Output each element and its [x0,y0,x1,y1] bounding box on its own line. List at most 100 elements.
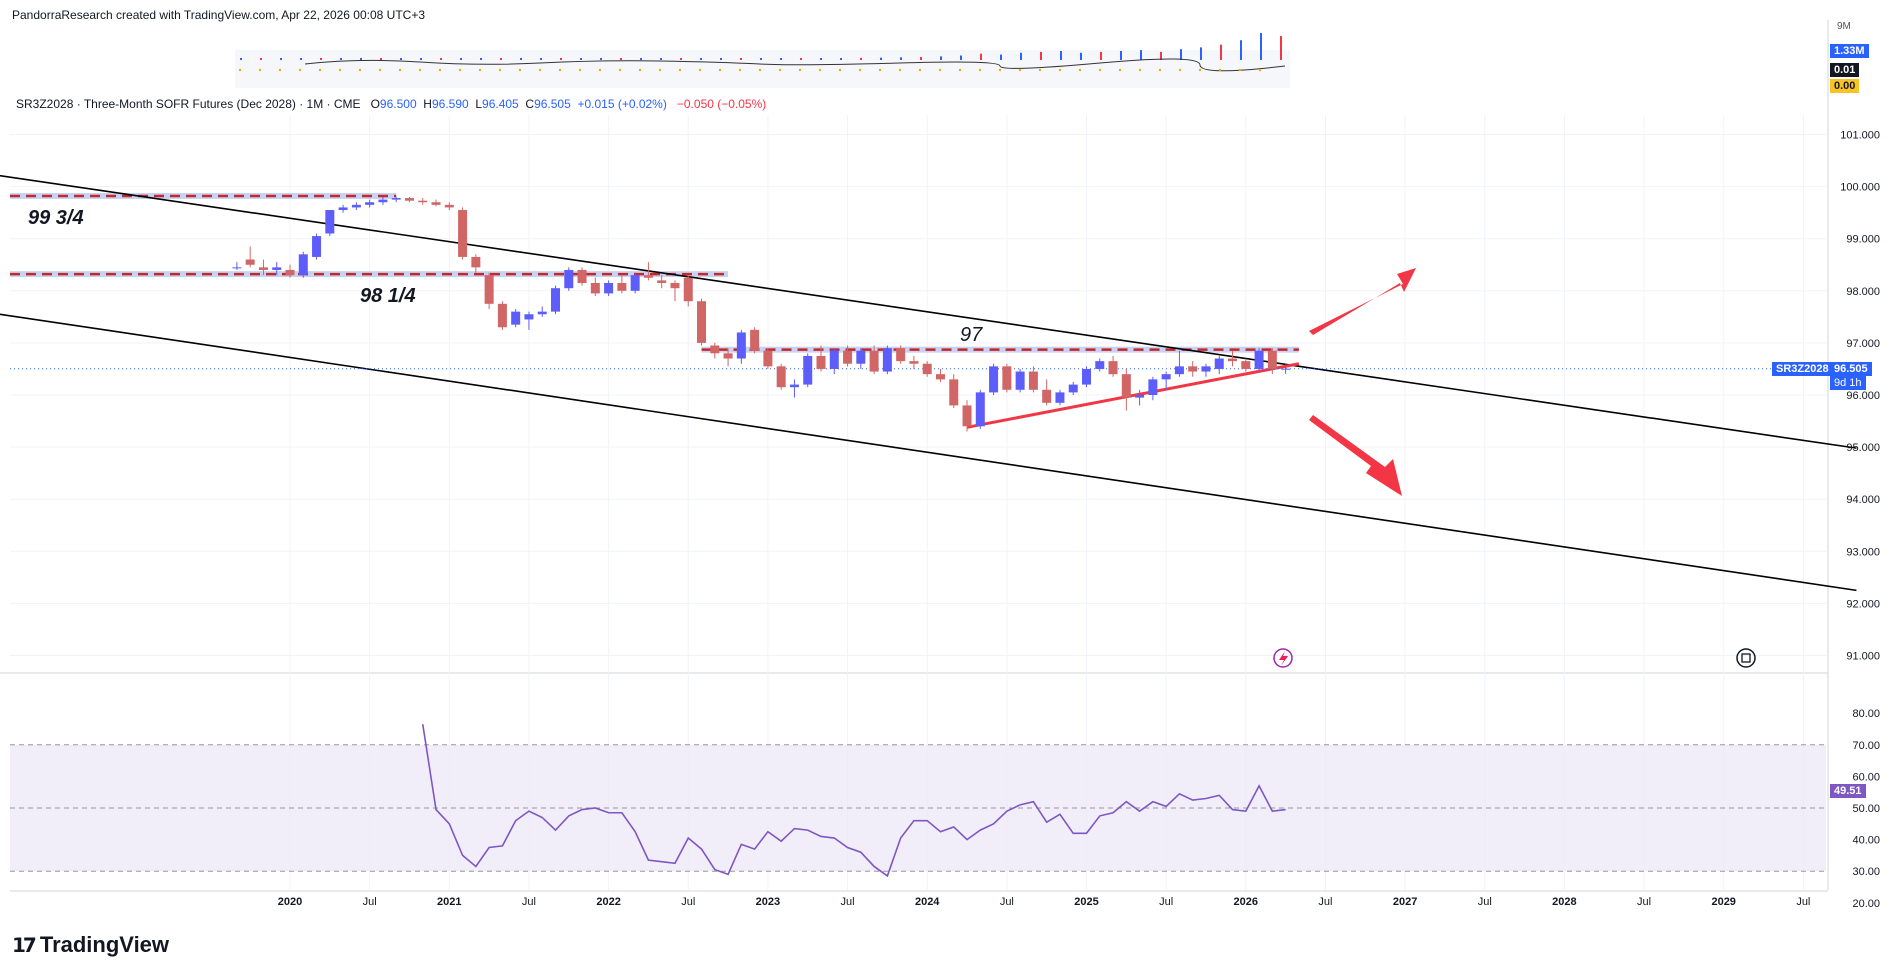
candle-body [577,269,587,283]
tradingview-brand: TradingView [39,932,170,957]
candle-body [829,350,839,369]
volume-dot [998,68,1002,72]
symbol-price-tag[interactable]: SR3Z2028 [1772,362,1833,376]
time-tick-label: Jul [1318,896,1332,908]
candle-body [1002,366,1012,390]
volume-bar [1160,51,1162,60]
volume-bar [1080,52,1082,60]
volume-dot [638,68,642,72]
time-axis[interactable]: 2020 Jul 2021 Jul 2022 Jul 2023 Jul 2024 Jul 2025 J… [278,896,1811,908]
open-label: O [370,97,380,111]
volume-bar [880,57,882,60]
candle-body [789,384,799,388]
candle-body [272,267,282,270]
change-value: +0.015 (+0.02%) [577,97,667,111]
candles [232,197,1291,432]
volume-dot [818,68,822,72]
volume-dot [1178,68,1182,72]
candle-body [484,275,494,304]
trendlines [0,174,1857,592]
up-arrow [1309,268,1416,335]
volume-bar [560,58,562,60]
candle-body [351,204,361,208]
volume-bar [1220,44,1222,60]
volume-tag: 1.33M [1830,44,1869,58]
chart-credit: PandorraResearch created with TradingVie… [12,8,426,22]
candle-body [418,200,428,203]
candle-body [391,198,401,200]
replay-icon[interactable] [1736,648,1756,668]
horizontal-levels [10,192,1299,353]
volume-bar [620,58,622,60]
price-axis[interactable]: 101.000 100.000 99.000 98.000 97.000 96.000 95… [1840,130,1880,910]
candle-body [365,202,375,205]
volume-dot [678,68,682,72]
volume-dot [238,68,242,72]
candle-body [962,405,972,427]
volume-bar [1020,52,1022,60]
rsi-line [421,724,1286,878]
volume-bar [980,53,982,60]
candle-body [1281,368,1291,370]
candle-body [723,353,733,359]
volume-bar [1120,51,1122,60]
last-price-tag[interactable]: 96.505 [1830,362,1872,376]
candle-body [816,355,826,369]
tradingview-logo[interactable]: 𝟭𝟳 TradingView [12,932,169,958]
time-tick-label: 2024 [915,896,940,908]
candle-body [1135,395,1145,398]
rsi-tick-label: 50.00 [1852,803,1880,815]
volume-bar [940,56,942,60]
candle-body [896,348,906,362]
candle-body [1108,361,1118,375]
time-tick-label: Jul [522,896,536,908]
volume-dot [358,68,362,72]
candle-body [736,332,746,359]
volume-bar [320,58,322,60]
candle-body [763,350,773,367]
volume-bar [240,58,242,60]
candle-body [856,350,866,364]
high-label: H [423,97,432,111]
symbol-legend[interactable]: SR3Z2028 · Three-Month SOFR Futures (Dec… [16,97,766,111]
time-tick-label: Jul [1796,896,1810,908]
volume-bar [680,58,682,60]
close-value: 96.505 [534,97,571,111]
volume-dot [1058,68,1062,72]
volume-bar [500,58,502,60]
time-tick-label: Jul [1637,896,1651,908]
time-tick-label: Jul [841,896,855,908]
candle-body [710,345,720,354]
volume-ma-line [304,58,1286,72]
candle-body [285,269,295,276]
volume-dot [758,68,762,72]
volume-dot [738,68,742,72]
time-tick-label: 2020 [278,896,302,908]
volume-dot [558,68,562,72]
flash-icon[interactable] [1273,648,1293,668]
volume-dot [1118,68,1122,72]
volume-dot [778,68,782,72]
candle-body [949,379,959,406]
bar-countdown-tag: 9d 1h [1830,376,1866,390]
volume-dot [398,68,402,72]
level-label-99-3-4: 99 3/4 [28,207,84,229]
volume-dot [1138,68,1142,72]
candle-body [1267,350,1277,369]
volume-ma-tag: 0.01 [1830,63,1860,77]
time-tick-label: Jul [1000,896,1014,908]
volume-bar [260,58,262,60]
close-label: C [525,97,535,111]
volume-dot [938,68,942,72]
rsi-tick-label: 20.00 [1852,898,1880,910]
volume-dot [958,68,962,72]
candle-body [551,288,560,312]
candle-body [1148,379,1158,395]
time-tick-label: 2028 [1552,896,1576,908]
volume-bar [1040,51,1042,60]
volume-scale-label: 9M [1837,21,1851,32]
candle-body [882,348,892,372]
candle-body [1095,361,1105,369]
volume-dot [858,68,862,72]
